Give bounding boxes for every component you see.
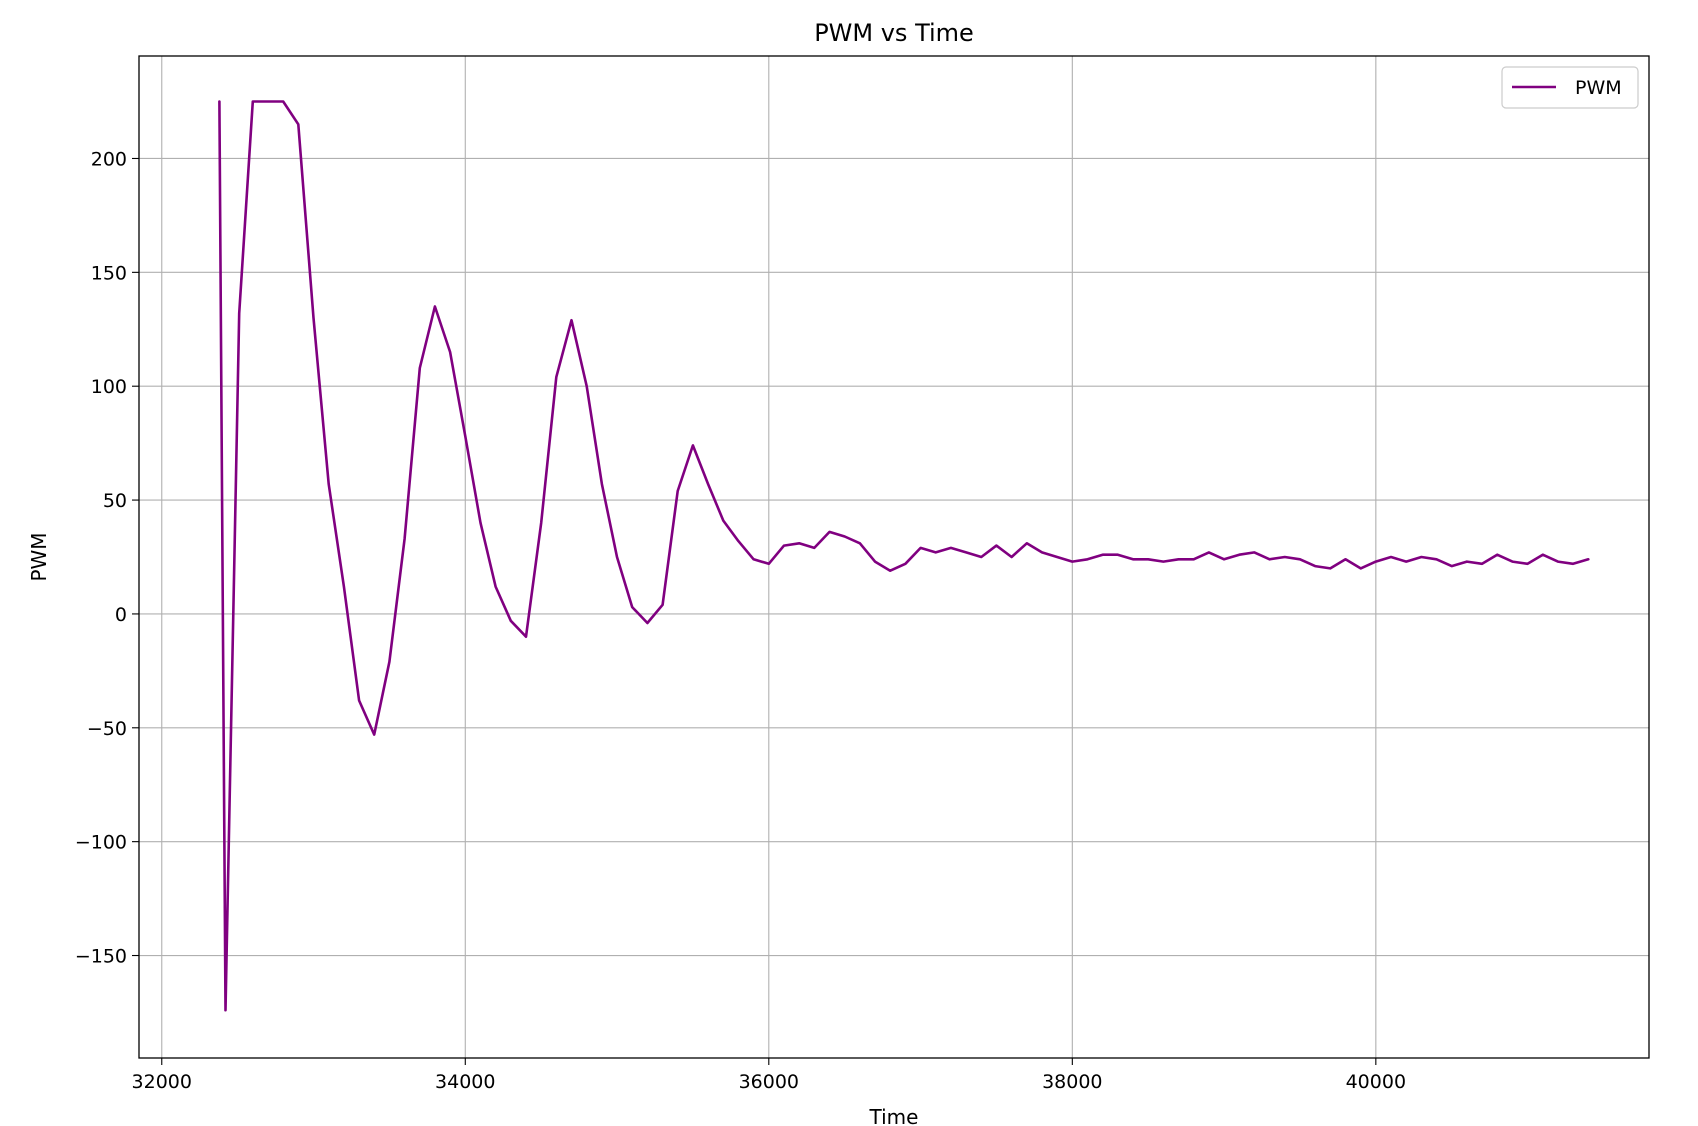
- y-tick-label: 0: [115, 604, 127, 626]
- y-axis: −150 −100 −50 0 50 100 150 200: [75, 148, 139, 968]
- series-line-pwm: [218, 100, 1590, 1012]
- legend-box: [1501, 66, 1639, 109]
- x-tick-label: 34000: [435, 1071, 495, 1093]
- y-tick-label: 50: [103, 490, 127, 512]
- x-axis: 32000 34000 36000 38000 40000: [132, 1058, 1406, 1093]
- y-axis-label: PWM: [27, 532, 51, 581]
- y-tick-label: −150: [75, 946, 127, 968]
- chart-title: PWM vs Time: [814, 19, 974, 47]
- y-tick-label: 200: [91, 148, 127, 170]
- x-tick-label: 32000: [132, 1071, 192, 1093]
- legend-label-pwm: PWM: [1575, 77, 1622, 99]
- x-tick-label: 38000: [1042, 1071, 1102, 1093]
- x-axis-label: Time: [869, 1105, 919, 1126]
- x-tick-label: 40000: [1346, 1071, 1406, 1093]
- legend: PWM: [1501, 66, 1639, 109]
- plot-frame: [138, 55, 1650, 1059]
- y-tick-label: −100: [75, 832, 127, 854]
- series-layer: [218, 100, 1590, 1012]
- y-tick-label: 150: [91, 262, 127, 284]
- x-tick-label: 36000: [739, 1071, 799, 1093]
- grid: [139, 56, 1649, 1058]
- y-tick-label: 100: [91, 376, 127, 398]
- y-tick-label: −50: [87, 718, 127, 740]
